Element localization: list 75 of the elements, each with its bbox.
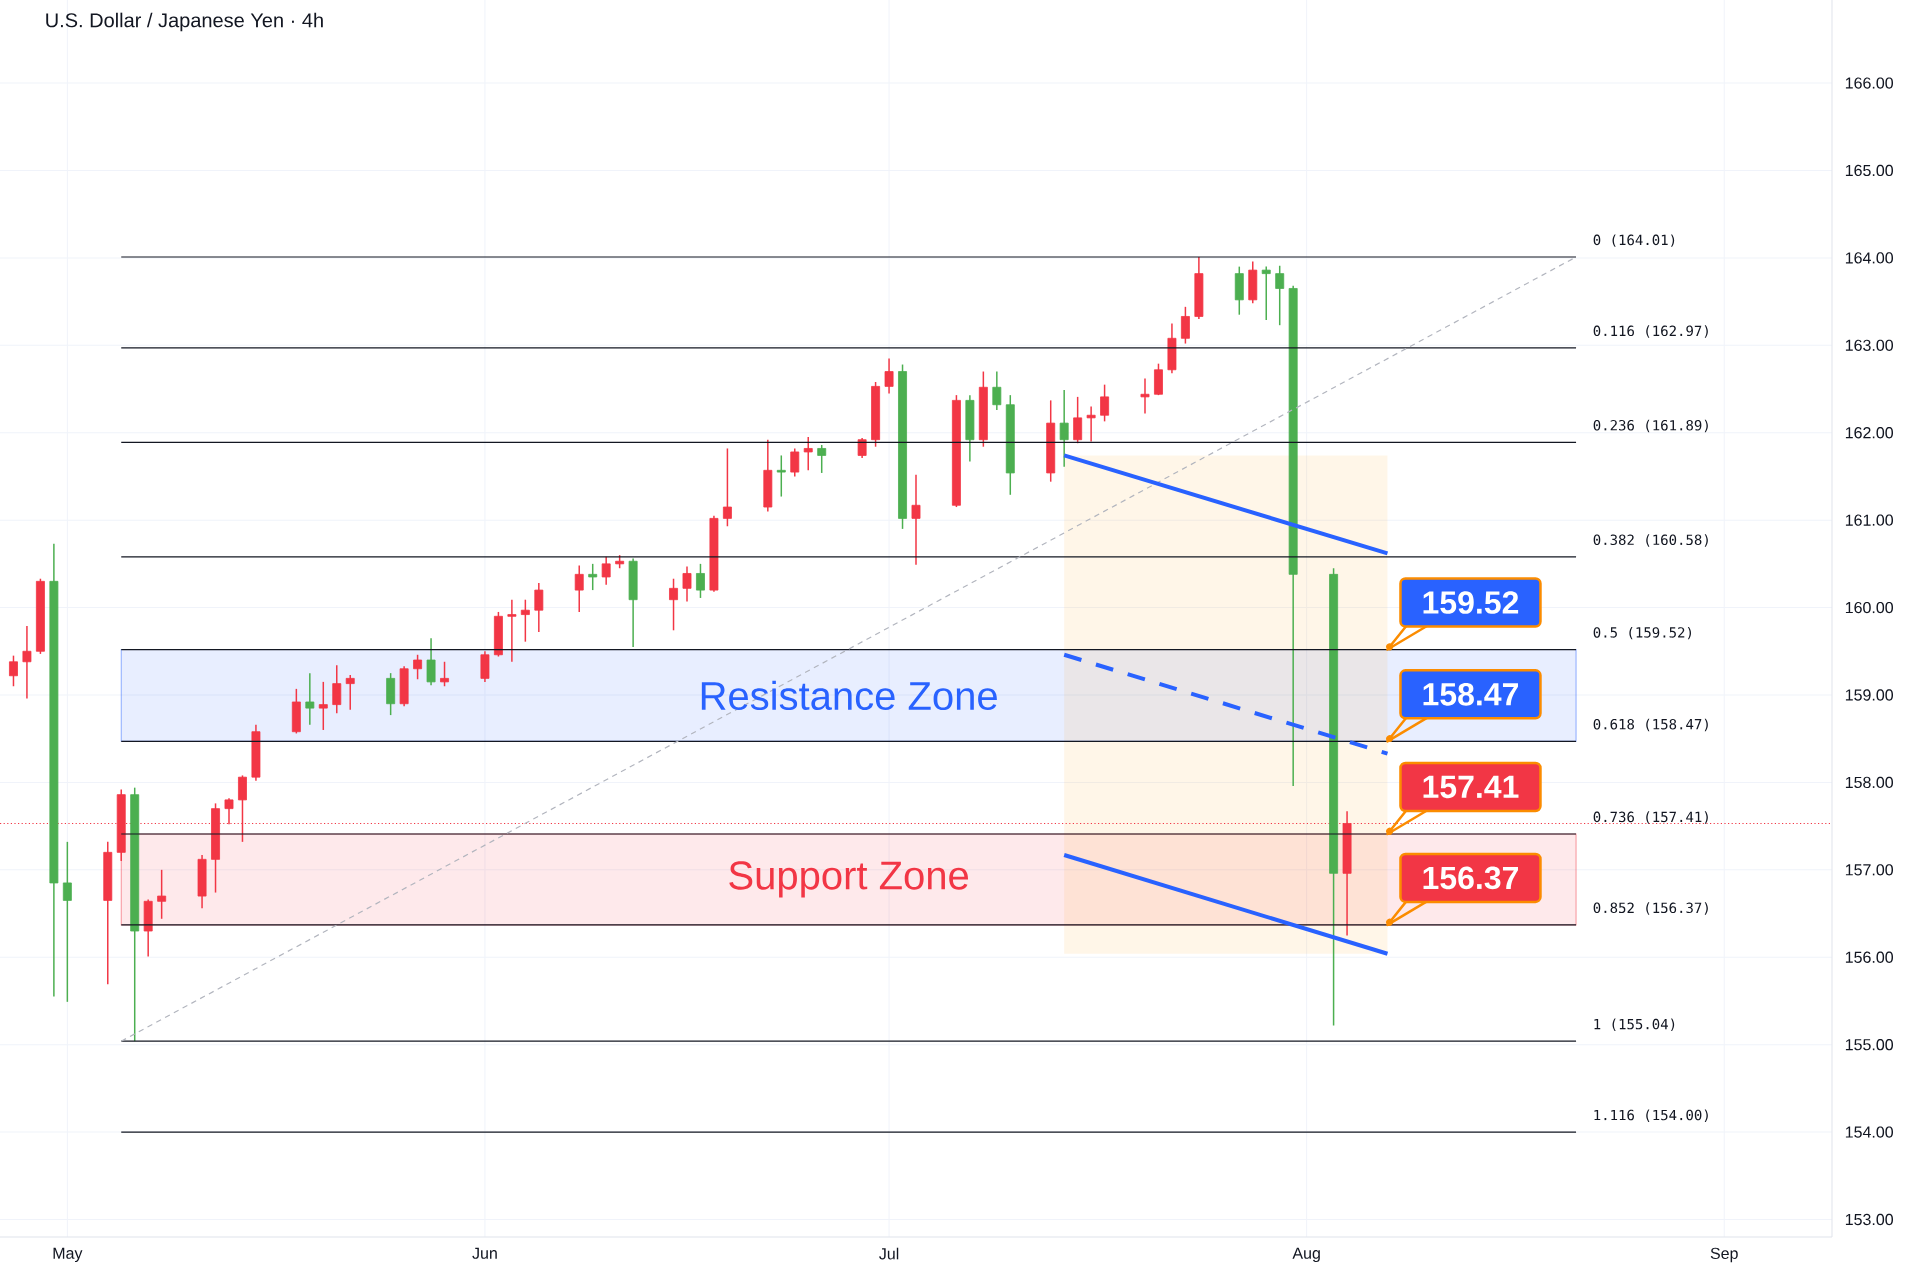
candlestick xyxy=(157,869,167,920)
x-tick-label: May xyxy=(53,1247,83,1263)
y-tick-label: 153.00 xyxy=(1845,1213,1894,1226)
candlestick xyxy=(520,598,530,643)
candlestick xyxy=(776,454,786,498)
candlestick xyxy=(305,672,315,726)
candlestick xyxy=(992,370,1002,411)
candlestick xyxy=(345,674,355,711)
candlestick xyxy=(1059,389,1069,468)
series-label: 0.236 (161.89) xyxy=(1593,419,1708,433)
candlestick xyxy=(722,447,732,528)
candlestick xyxy=(669,577,678,632)
candlestick xyxy=(1180,306,1190,345)
candlestick xyxy=(1275,265,1285,326)
candlestick xyxy=(426,637,436,687)
candlestick xyxy=(790,447,800,478)
y-tick-label: 159.00 xyxy=(1845,689,1894,701)
candlestick xyxy=(238,774,247,843)
candlestick xyxy=(332,664,342,715)
band-label: Support Zone xyxy=(729,861,969,898)
series-label: 0.618 (158.47) xyxy=(1593,718,1708,732)
x-tick-label: Jun xyxy=(472,1247,497,1259)
series-label: 0.116 (162.97) xyxy=(1593,325,1708,338)
y-tick-label: 164.00 xyxy=(1845,252,1894,264)
y-tick-label: 156.00 xyxy=(1845,951,1894,963)
y-tick-label: 161.00 xyxy=(1845,514,1894,526)
series-label: 0.5 (159.52) xyxy=(1593,626,1691,640)
x-tick-label: Aug xyxy=(1292,1247,1320,1263)
candlestick xyxy=(857,437,867,459)
y-tick-label: 165.00 xyxy=(1845,164,1894,177)
series-label: 0 (164.01) xyxy=(1593,234,1675,247)
y-tick-label: 160.00 xyxy=(1845,601,1894,614)
annotation: 156.37 xyxy=(1423,866,1518,890)
series-label: 0.852 (156.37) xyxy=(1593,902,1708,915)
candlestick xyxy=(1100,383,1110,423)
annotation: 159.52 xyxy=(1423,591,1519,614)
y-tick-label: 163.00 xyxy=(1845,339,1894,351)
series-label: 1.116 (154.00) xyxy=(1594,1109,1708,1122)
y-tick-label: 157.00 xyxy=(1845,864,1894,876)
candlestick xyxy=(817,444,827,474)
candlestick xyxy=(318,681,328,731)
candlestick xyxy=(803,436,813,472)
candlestick xyxy=(588,563,598,591)
annotation: 157.41 xyxy=(1423,775,1519,799)
series-label: 0.736 (157.41) xyxy=(1593,811,1708,824)
candlestick xyxy=(696,563,705,599)
candlestick xyxy=(413,654,423,680)
candlestick xyxy=(1140,377,1150,415)
series-label: 0.382 (160.58) xyxy=(1593,534,1708,547)
candlestick xyxy=(911,473,921,566)
candlestick xyxy=(601,556,611,586)
candlestick xyxy=(884,357,894,395)
y-tick-label: 155.00 xyxy=(1845,1039,1894,1051)
text: U.S. Dollar / Japanese Yen · 4h xyxy=(46,12,323,32)
y-tick-label: 154.00 xyxy=(1845,1126,1894,1138)
y-tick-label: 166.00 xyxy=(1845,77,1894,89)
y-tick-label: 158.00 xyxy=(1845,776,1894,789)
x-tick-label: Sep xyxy=(1710,1247,1738,1263)
candlestick xyxy=(9,654,18,687)
candlestick xyxy=(574,564,584,613)
x-tick-label: Jul xyxy=(879,1247,899,1260)
candlestick xyxy=(1073,396,1083,444)
candlestick xyxy=(62,841,72,1003)
y-tick-label: 162.00 xyxy=(1845,427,1894,439)
candlestick xyxy=(1261,265,1271,321)
candlestick xyxy=(480,650,490,683)
candlestick xyxy=(507,598,517,663)
candlestick xyxy=(682,565,692,603)
candlestick xyxy=(1086,405,1096,443)
band-label: Resistance Zone xyxy=(701,680,997,711)
candlestick xyxy=(22,625,32,700)
series-label: 1 (155.04) xyxy=(1594,1018,1675,1032)
candlestick xyxy=(534,582,544,633)
candlestick xyxy=(440,661,449,687)
annotation: 158.47 xyxy=(1423,683,1518,706)
